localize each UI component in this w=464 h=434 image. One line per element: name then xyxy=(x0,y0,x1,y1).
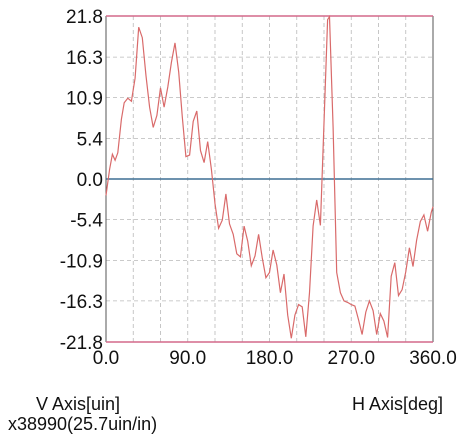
y-tick-labels: 21.8 16.3 10.9 5.4 0.0 -5.4 -10.9 -16.3 -21.8 xyxy=(60,7,104,354)
x-tick-label: 360.0 xyxy=(409,348,457,369)
y-tick-label: -5.4 xyxy=(70,210,103,231)
plot-frame xyxy=(105,15,434,343)
x-tick-label: 270.0 xyxy=(327,348,375,369)
line-chart: 21.8 16.3 10.9 5.4 0.0 -5.4 -10.9 -16.3 -21.8 0.… xyxy=(60,7,457,369)
x-tick-label: 180.0 xyxy=(246,348,294,369)
data-series-line xyxy=(105,14,434,339)
y-tick-label: -21.8 xyxy=(60,333,103,354)
scale-note: x38990(25.7uin/in) xyxy=(8,414,158,434)
y-tick-label: -16.3 xyxy=(60,292,103,313)
x-tick-label: 90.0 xyxy=(169,348,206,369)
y-tick-label: -10.9 xyxy=(60,252,103,273)
v-axis-label: V Axis[uin] xyxy=(36,394,121,414)
y-tick-label: 16.3 xyxy=(66,48,103,69)
y-tick-label: 0.0 xyxy=(77,170,103,191)
x-tick-label: 0.0 xyxy=(93,348,119,369)
x-tick-labels: 0.0 90.0 180.0 270.0 360.0 xyxy=(93,348,457,369)
y-tick-label: 21.8 xyxy=(66,7,103,28)
y-tick-label: 5.4 xyxy=(77,130,104,151)
y-tick-label: 10.9 xyxy=(66,89,103,110)
h-axis-label: H Axis[deg] xyxy=(352,394,444,414)
